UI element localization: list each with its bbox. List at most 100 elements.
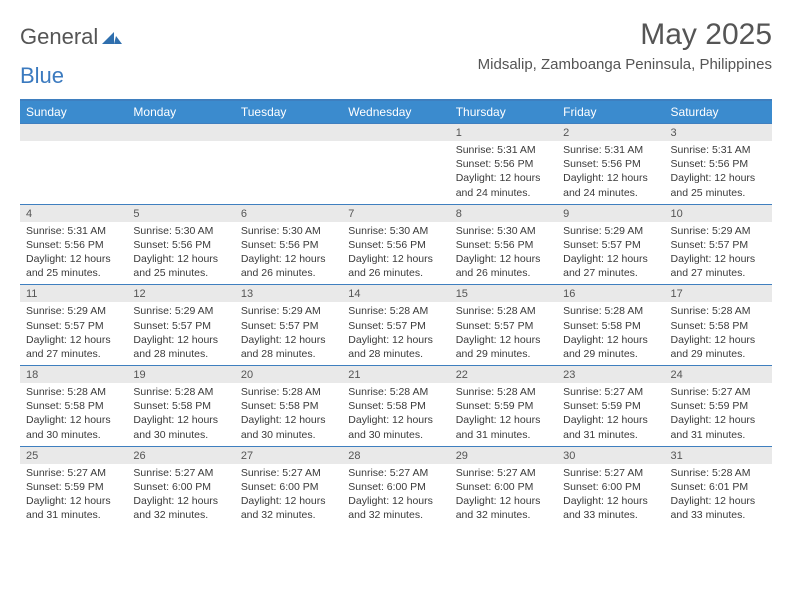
day-body: Sunrise: 5:27 AMSunset: 6:00 PMDaylight:… [557, 464, 664, 527]
day-cell: 6Sunrise: 5:30 AMSunset: 5:56 PMDaylight… [235, 205, 342, 285]
day-body [235, 141, 342, 147]
day-body: Sunrise: 5:27 AMSunset: 6:00 PMDaylight:… [342, 464, 449, 527]
daylight: Daylight: 12 hours and 32 minutes. [133, 494, 228, 522]
sunset: Sunset: 5:58 PM [671, 319, 766, 333]
sunset: Sunset: 5:56 PM [241, 238, 336, 252]
day-number [235, 124, 342, 141]
sunrise: Sunrise: 5:28 AM [348, 385, 443, 399]
day-number: 10 [665, 205, 772, 222]
day-number [20, 124, 127, 141]
sunrise: Sunrise: 5:28 AM [456, 304, 551, 318]
day-cell: 22Sunrise: 5:28 AMSunset: 5:59 PMDayligh… [450, 366, 557, 446]
day-number: 12 [127, 285, 234, 302]
day-body: Sunrise: 5:28 AMSunset: 5:57 PMDaylight:… [450, 302, 557, 365]
day-body [20, 141, 127, 147]
daylight: Daylight: 12 hours and 28 minutes. [348, 333, 443, 361]
day-body: Sunrise: 5:31 AMSunset: 5:56 PMDaylight:… [20, 222, 127, 285]
sunrise: Sunrise: 5:28 AM [671, 304, 766, 318]
sunrise: Sunrise: 5:28 AM [348, 304, 443, 318]
day-body: Sunrise: 5:29 AMSunset: 5:57 PMDaylight:… [235, 302, 342, 365]
daylight: Daylight: 12 hours and 29 minutes. [671, 333, 766, 361]
day-number: 7 [342, 205, 449, 222]
day-body [127, 141, 234, 147]
sunset: Sunset: 5:58 PM [348, 399, 443, 413]
page-subtitle: Midsalip, Zamboanga Peninsula, Philippin… [478, 56, 772, 73]
sunrise: Sunrise: 5:29 AM [26, 304, 121, 318]
sunset: Sunset: 6:00 PM [456, 480, 551, 494]
day-body: Sunrise: 5:28 AMSunset: 5:58 PMDaylight:… [665, 302, 772, 365]
sunrise: Sunrise: 5:31 AM [456, 143, 551, 157]
day-number: 27 [235, 447, 342, 464]
day-body: Sunrise: 5:31 AMSunset: 5:56 PMDaylight:… [450, 141, 557, 204]
sunrise: Sunrise: 5:31 AM [563, 143, 658, 157]
day-cell: 5Sunrise: 5:30 AMSunset: 5:56 PMDaylight… [127, 205, 234, 285]
day-body: Sunrise: 5:31 AMSunset: 5:56 PMDaylight:… [665, 141, 772, 204]
daylight: Daylight: 12 hours and 32 minutes. [241, 494, 336, 522]
day-cell [342, 124, 449, 204]
sunset: Sunset: 5:56 PM [348, 238, 443, 252]
day-body: Sunrise: 5:27 AMSunset: 6:00 PMDaylight:… [450, 464, 557, 527]
day-cell: 9Sunrise: 5:29 AMSunset: 5:57 PMDaylight… [557, 205, 664, 285]
day-cell: 21Sunrise: 5:28 AMSunset: 5:58 PMDayligh… [342, 366, 449, 446]
day-number: 21 [342, 366, 449, 383]
day-body: Sunrise: 5:27 AMSunset: 5:59 PMDaylight:… [665, 383, 772, 446]
sunset: Sunset: 5:58 PM [241, 399, 336, 413]
daylight: Daylight: 12 hours and 32 minutes. [456, 494, 551, 522]
daylight: Daylight: 12 hours and 25 minutes. [26, 252, 121, 280]
daylight: Daylight: 12 hours and 33 minutes. [563, 494, 658, 522]
sunset: Sunset: 5:57 PM [456, 319, 551, 333]
sunset: Sunset: 5:56 PM [133, 238, 228, 252]
day-body: Sunrise: 5:28 AMSunset: 5:59 PMDaylight:… [450, 383, 557, 446]
day-body: Sunrise: 5:27 AMSunset: 6:00 PMDaylight:… [127, 464, 234, 527]
day-number: 29 [450, 447, 557, 464]
day-cell: 4Sunrise: 5:31 AMSunset: 5:56 PMDaylight… [20, 205, 127, 285]
daylight: Daylight: 12 hours and 28 minutes. [133, 333, 228, 361]
sunset: Sunset: 5:59 PM [456, 399, 551, 413]
day-body: Sunrise: 5:29 AMSunset: 5:57 PMDaylight:… [127, 302, 234, 365]
day-cell: 19Sunrise: 5:28 AMSunset: 5:58 PMDayligh… [127, 366, 234, 446]
day-cell: 24Sunrise: 5:27 AMSunset: 5:59 PMDayligh… [665, 366, 772, 446]
day-body: Sunrise: 5:28 AMSunset: 5:58 PMDaylight:… [20, 383, 127, 446]
day-number: 20 [235, 366, 342, 383]
dow-cell: Thursday [450, 101, 557, 123]
day-cell: 14Sunrise: 5:28 AMSunset: 5:57 PMDayligh… [342, 285, 449, 365]
week-row: 4Sunrise: 5:31 AMSunset: 5:56 PMDaylight… [20, 204, 772, 285]
daylight: Daylight: 12 hours and 32 minutes. [348, 494, 443, 522]
logo: General [20, 18, 122, 50]
day-cell: 11Sunrise: 5:29 AMSunset: 5:57 PMDayligh… [20, 285, 127, 365]
daylight: Daylight: 12 hours and 26 minutes. [348, 252, 443, 280]
day-cell: 25Sunrise: 5:27 AMSunset: 5:59 PMDayligh… [20, 447, 127, 527]
sunrise: Sunrise: 5:30 AM [241, 224, 336, 238]
sunrise: Sunrise: 5:28 AM [26, 385, 121, 399]
daylight: Daylight: 12 hours and 31 minutes. [26, 494, 121, 522]
day-number: 5 [127, 205, 234, 222]
sunrise: Sunrise: 5:27 AM [26, 466, 121, 480]
day-number [127, 124, 234, 141]
sunrise: Sunrise: 5:31 AM [26, 224, 121, 238]
sunset: Sunset: 5:56 PM [456, 157, 551, 171]
sunrise: Sunrise: 5:27 AM [456, 466, 551, 480]
sunrise: Sunrise: 5:27 AM [241, 466, 336, 480]
day-number: 24 [665, 366, 772, 383]
sunset: Sunset: 5:57 PM [563, 238, 658, 252]
day-cell: 15Sunrise: 5:28 AMSunset: 5:57 PMDayligh… [450, 285, 557, 365]
sunrise: Sunrise: 5:27 AM [671, 385, 766, 399]
sunset: Sunset: 5:59 PM [671, 399, 766, 413]
daylight: Daylight: 12 hours and 30 minutes. [26, 413, 121, 441]
day-cell: 2Sunrise: 5:31 AMSunset: 5:56 PMDaylight… [557, 124, 664, 204]
sunrise: Sunrise: 5:29 AM [563, 224, 658, 238]
sunset: Sunset: 5:58 PM [563, 319, 658, 333]
day-body: Sunrise: 5:28 AMSunset: 5:57 PMDaylight:… [342, 302, 449, 365]
dow-cell: Tuesday [235, 101, 342, 123]
sunset: Sunset: 5:57 PM [133, 319, 228, 333]
day-body: Sunrise: 5:28 AMSunset: 5:58 PMDaylight:… [557, 302, 664, 365]
day-number: 2 [557, 124, 664, 141]
day-cell: 12Sunrise: 5:29 AMSunset: 5:57 PMDayligh… [127, 285, 234, 365]
sunset: Sunset: 5:56 PM [563, 157, 658, 171]
day-cell: 13Sunrise: 5:29 AMSunset: 5:57 PMDayligh… [235, 285, 342, 365]
daylight: Daylight: 12 hours and 26 minutes. [456, 252, 551, 280]
daylight: Daylight: 12 hours and 25 minutes. [133, 252, 228, 280]
day-body: Sunrise: 5:28 AMSunset: 5:58 PMDaylight:… [235, 383, 342, 446]
day-body: Sunrise: 5:30 AMSunset: 5:56 PMDaylight:… [235, 222, 342, 285]
sunset: Sunset: 6:00 PM [348, 480, 443, 494]
